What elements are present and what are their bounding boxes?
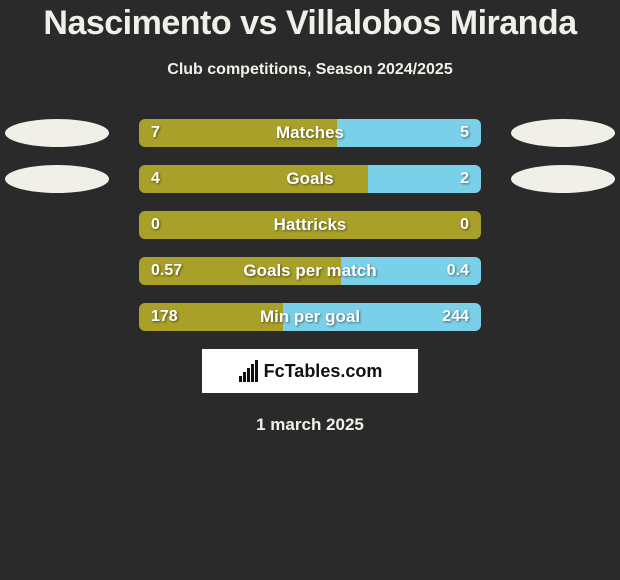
stat-row: 178244Min per goal (0, 303, 620, 331)
player-left-oval (5, 165, 109, 193)
oval-spacer (511, 211, 615, 239)
player-right-oval (511, 119, 615, 147)
bar-right-fill (283, 303, 481, 331)
bar-right-fill (337, 119, 481, 147)
bar-right-fill (341, 257, 481, 285)
stat-bar: 42Goals (139, 165, 481, 193)
bar-right-fill (368, 165, 481, 193)
oval-spacer (5, 211, 109, 239)
stat-row: 75Matches (0, 119, 620, 147)
oval-spacer (5, 257, 109, 285)
stat-bar: 75Matches (139, 119, 481, 147)
logo-box: FcTables.com (202, 349, 418, 393)
player-right-oval (511, 165, 615, 193)
chart-icon (238, 360, 260, 382)
bar-left-fill (139, 165, 368, 193)
player-left-oval (5, 119, 109, 147)
stat-bar: 0.570.4Goals per match (139, 257, 481, 285)
logo-text: FcTables.com (264, 361, 383, 382)
bar-left-fill (139, 211, 481, 239)
bar-left-fill (139, 257, 341, 285)
bar-left-fill (139, 303, 283, 331)
bar-left-fill (139, 119, 337, 147)
subtitle: Club competitions, Season 2024/2025 (0, 61, 620, 79)
stat-bar: 178244Min per goal (139, 303, 481, 331)
stat-bar: 00Hattricks (139, 211, 481, 239)
oval-spacer (511, 257, 615, 285)
oval-spacer (511, 303, 615, 331)
stat-rows: 75Matches 42Goals 00Hattricks 0.570.4Goals … (0, 119, 620, 331)
stat-row: 42Goals (0, 165, 620, 193)
stat-row: 00Hattricks (0, 211, 620, 239)
date-label: 1 march 2025 (0, 415, 620, 435)
stat-row: 0.570.4Goals per match (0, 257, 620, 285)
comparison-card: Nascimento vs Villalobos Miranda Club co… (0, 0, 620, 435)
oval-spacer (5, 303, 109, 331)
page-title: Nascimento vs Villalobos Miranda (0, 4, 620, 43)
